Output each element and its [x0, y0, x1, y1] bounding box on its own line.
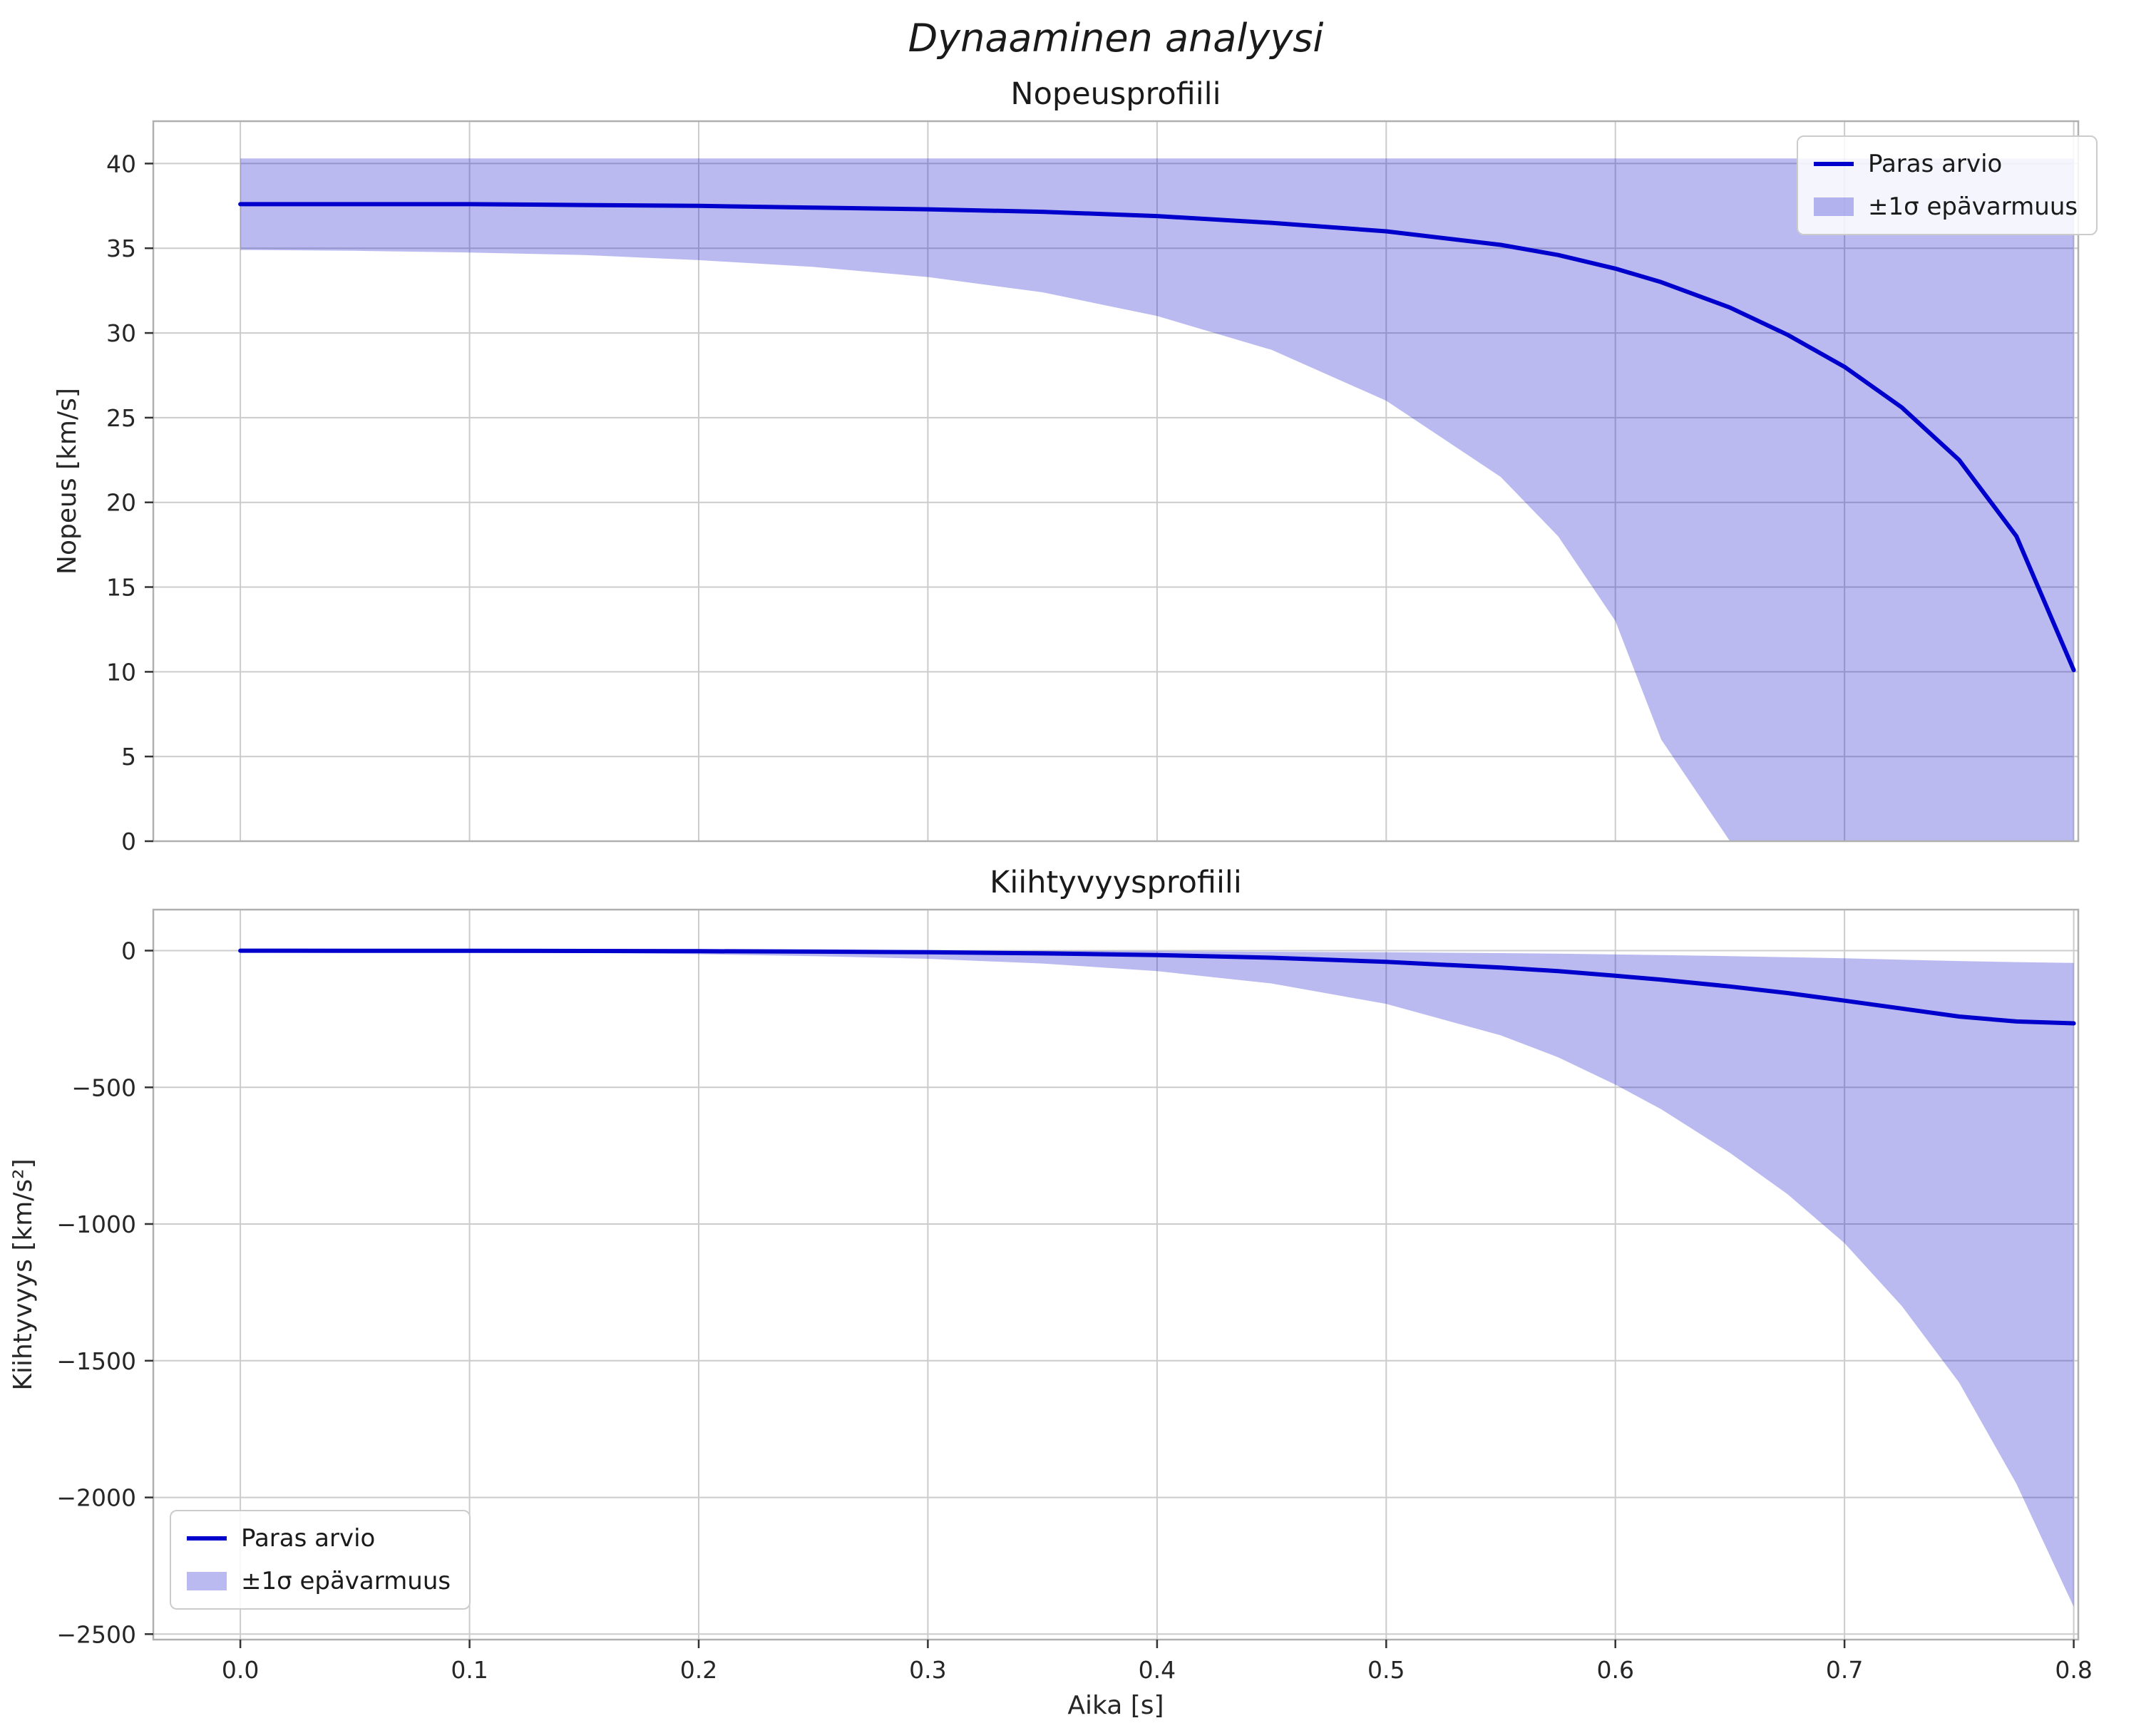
- x-tick-label: 0.5: [1367, 1656, 1405, 1684]
- y-tick-label: −1000: [56, 1210, 136, 1238]
- acceleration-plot: 0 −500 −1000 −1500 −2000 −2500 0.0 0.1 0.2 0.3 0.4…: [9, 865, 2093, 1720]
- uncertainty-band: [240, 950, 2074, 1607]
- x-tick-label: 0.1: [451, 1656, 488, 1684]
- y-tick-label: 30: [106, 319, 136, 347]
- legend-entry-line: Paras arvio: [187, 1524, 451, 1553]
- line-legend-swatch-icon: [187, 1536, 227, 1541]
- y-tick-label: 0: [121, 937, 136, 965]
- ticks: 0 −500 −1000 −1500 −2000 −2500 0.0 0.1 0.2 0.3 0.4…: [56, 937, 2092, 1685]
- x-tick-label: 0.0: [222, 1656, 259, 1684]
- velocity-plot: 0 5 10 15 20 25 30 35 40 Nopeusprofiili Nopeus [km…: [53, 76, 2080, 855]
- legend-label-band: ±1σ epävarmuus: [241, 1567, 451, 1595]
- plot-area: [153, 121, 2078, 841]
- x-tick-label: 0.3: [909, 1656, 946, 1684]
- y-tick-label: −1500: [56, 1347, 136, 1375]
- uncertainty-band: [240, 158, 2074, 841]
- x-tick-label: 0.7: [1826, 1656, 1863, 1684]
- legend-velocity: Paras arvio ±1σ epävarmuus: [1797, 135, 2098, 235]
- legend-label-line: Paras arvio: [1868, 150, 2003, 178]
- y-tick-label: −2500: [56, 1620, 136, 1648]
- subplot-title: Kiihtyvyysprofiili: [990, 865, 1242, 900]
- y-tick-label: 0: [121, 828, 136, 855]
- y-tick-label: 25: [106, 404, 136, 432]
- band-legend-swatch-icon: [1814, 197, 1854, 216]
- plot-area: [153, 910, 2078, 1640]
- x-axis-label: Aika [s]: [1067, 1691, 1164, 1720]
- legend-label-band: ±1σ epävarmuus: [1868, 192, 2078, 221]
- axes-spines: [152, 120, 2080, 843]
- line-legend-swatch-icon: [1814, 162, 1854, 166]
- legend-entry-band: ±1σ epävarmuus: [1814, 192, 2078, 221]
- figure-suptitle: Dynaaminen analyysi: [908, 16, 1324, 61]
- legend-entry-line: Paras arvio: [1814, 150, 2078, 178]
- ticks: 0 5 10 15 20 25 30 35 40: [106, 150, 153, 855]
- legend-acceleration: Paras arvio ±1σ epävarmuus: [170, 1510, 471, 1610]
- series-line: [238, 948, 2076, 1026]
- y-tick-label: 40: [106, 150, 136, 178]
- y-tick-label: −500: [71, 1074, 136, 1101]
- subplot-title: Nopeusprofiili: [1010, 76, 1221, 112]
- y-tick-label: 10: [106, 658, 136, 686]
- x-tick-label: 0.6: [1596, 1656, 1633, 1684]
- legend-entry-band: ±1σ epävarmuus: [187, 1567, 451, 1595]
- band-legend-swatch-icon: [187, 1572, 227, 1590]
- legend-label-line: Paras arvio: [241, 1524, 376, 1553]
- axes-spines: [152, 908, 2080, 1641]
- x-tick-label: 0.4: [1139, 1656, 1176, 1684]
- series-line: [238, 202, 2076, 672]
- y-tick-label: 5: [121, 743, 136, 771]
- y-axis-label: Nopeus [km/s]: [53, 388, 82, 575]
- y-tick-label: 35: [106, 235, 136, 262]
- x-tick-label: 0.2: [680, 1656, 717, 1684]
- x-tick-label: 0.8: [2055, 1656, 2092, 1684]
- y-tick-label: −2000: [56, 1484, 136, 1512]
- y-tick-label: 20: [106, 489, 136, 517]
- y-axis-label: Kiihtyvyys [km/s²]: [9, 1158, 38, 1390]
- y-tick-label: 15: [106, 574, 136, 602]
